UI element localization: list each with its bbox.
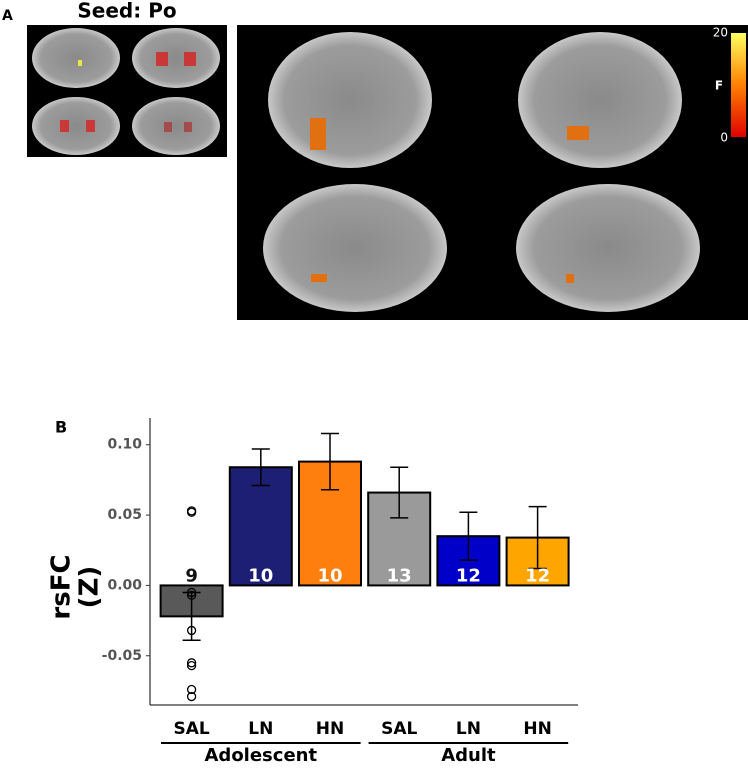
colorbar-label: F <box>715 79 723 93</box>
data-point <box>186 684 197 695</box>
seed-images <box>27 25 227 157</box>
n-label: 10 <box>317 565 342 586</box>
n-label: 12 <box>456 565 481 586</box>
y-tick-label: 0.00 <box>107 577 142 593</box>
result-images <box>237 25 748 320</box>
n-label: 10 <box>248 565 273 586</box>
y-tick-label: 0.10 <box>107 437 142 453</box>
n-label: 12 <box>525 565 550 586</box>
x-tick-label: SAL <box>173 719 209 739</box>
data-point <box>186 625 197 636</box>
data-point <box>186 660 197 671</box>
data-point <box>186 507 197 517</box>
group-label: Adult <box>441 745 496 766</box>
data-point <box>186 587 197 598</box>
x-tick-label: LN <box>456 719 481 739</box>
colorbar-tick: 0 <box>720 131 728 145</box>
x-tick-label: HN <box>316 719 344 739</box>
y-tick-label: -0.05 <box>102 648 142 664</box>
seed-title: Seed: Po <box>77 0 176 23</box>
colorbar-tick: 20 <box>713 26 728 40</box>
data-point <box>186 590 197 600</box>
y-tick-label: 0.05 <box>107 507 142 523</box>
y-label-line: (Z) <box>75 566 105 609</box>
x-tick-label: LN <box>248 719 273 739</box>
y-label-line: rsFC <box>47 554 77 619</box>
x-tick-label: HN <box>523 719 551 739</box>
x-tick-label: SAL <box>381 719 417 739</box>
group-label: Adolescent <box>205 745 318 766</box>
panel-label: A <box>2 8 13 24</box>
y-axis-label: rsFC(Z) <box>47 554 105 619</box>
data-point <box>186 658 197 668</box>
data-point <box>186 691 197 702</box>
panel-label: B <box>55 418 67 437</box>
colorbar <box>731 33 746 137</box>
n-label: 13 <box>387 565 412 586</box>
n-label: 9 <box>185 565 198 586</box>
